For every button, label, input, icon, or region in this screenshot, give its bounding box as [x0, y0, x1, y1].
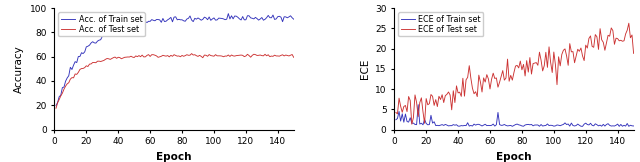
Y-axis label: ECE: ECE — [360, 59, 369, 79]
Acc. of Test set — [218, 55, 226, 57]
ECE of Test set — [625, 22, 633, 24]
ECE of Train set — [558, 124, 566, 126]
Acc. of Test set — [52, 107, 60, 109]
ECE of Train set — [518, 125, 525, 127]
ECE of Test set — [527, 73, 535, 75]
Line: Acc. of Train set: Acc. of Train set — [56, 14, 294, 106]
ECE of Train set — [579, 125, 586, 127]
ECE of Train set — [472, 124, 479, 126]
Acc. of Train set — [186, 15, 194, 17]
Acc. of Test set — [147, 55, 154, 57]
Acc. of Train set — [225, 13, 232, 15]
Acc. of Test set — [290, 56, 298, 58]
ECE of Test set — [392, 111, 400, 113]
ECE of Test set — [590, 46, 598, 48]
ECE of Train set — [414, 104, 422, 106]
Line: Acc. of Test set: Acc. of Test set — [56, 54, 294, 108]
Acc. of Train set — [250, 18, 258, 20]
Acc. of Test set — [250, 53, 258, 55]
Acc. of Test set — [177, 56, 184, 58]
Line: ECE of Test set: ECE of Test set — [396, 23, 634, 124]
ECE of Train set — [392, 119, 400, 121]
Acc. of Test set — [186, 54, 194, 56]
ECE of Test set — [630, 52, 637, 54]
Acc. of Test set — [131, 57, 138, 58]
ECE of Train set — [630, 125, 637, 127]
Legend: ECE of Train set, ECE of Test set: ECE of Train set, ECE of Test set — [398, 12, 483, 36]
Acc. of Train set — [290, 18, 298, 20]
Acc. of Train set — [177, 19, 184, 21]
ECE of Train set — [591, 123, 599, 125]
Legend: Acc. of Train set, Acc. of Test set: Acc. of Train set, Acc. of Test set — [58, 12, 145, 36]
ECE of Test set — [488, 78, 495, 80]
Acc. of Train set — [131, 22, 138, 24]
Acc. of Train set — [147, 20, 154, 22]
ECE of Train set — [488, 124, 495, 126]
ECE of Test set — [408, 123, 415, 125]
ECE of Test set — [558, 53, 566, 55]
ECE of Train set — [527, 123, 535, 125]
ECE of Test set — [518, 69, 525, 71]
X-axis label: Epoch: Epoch — [496, 152, 532, 162]
ECE of Test set — [472, 91, 479, 93]
Y-axis label: Accuracy: Accuracy — [14, 45, 24, 93]
Line: ECE of Train set: ECE of Train set — [396, 105, 634, 126]
X-axis label: Epoch: Epoch — [156, 152, 192, 162]
Acc. of Test set — [188, 53, 195, 55]
Acc. of Train set — [52, 105, 60, 107]
Acc. of Train set — [216, 17, 224, 19]
